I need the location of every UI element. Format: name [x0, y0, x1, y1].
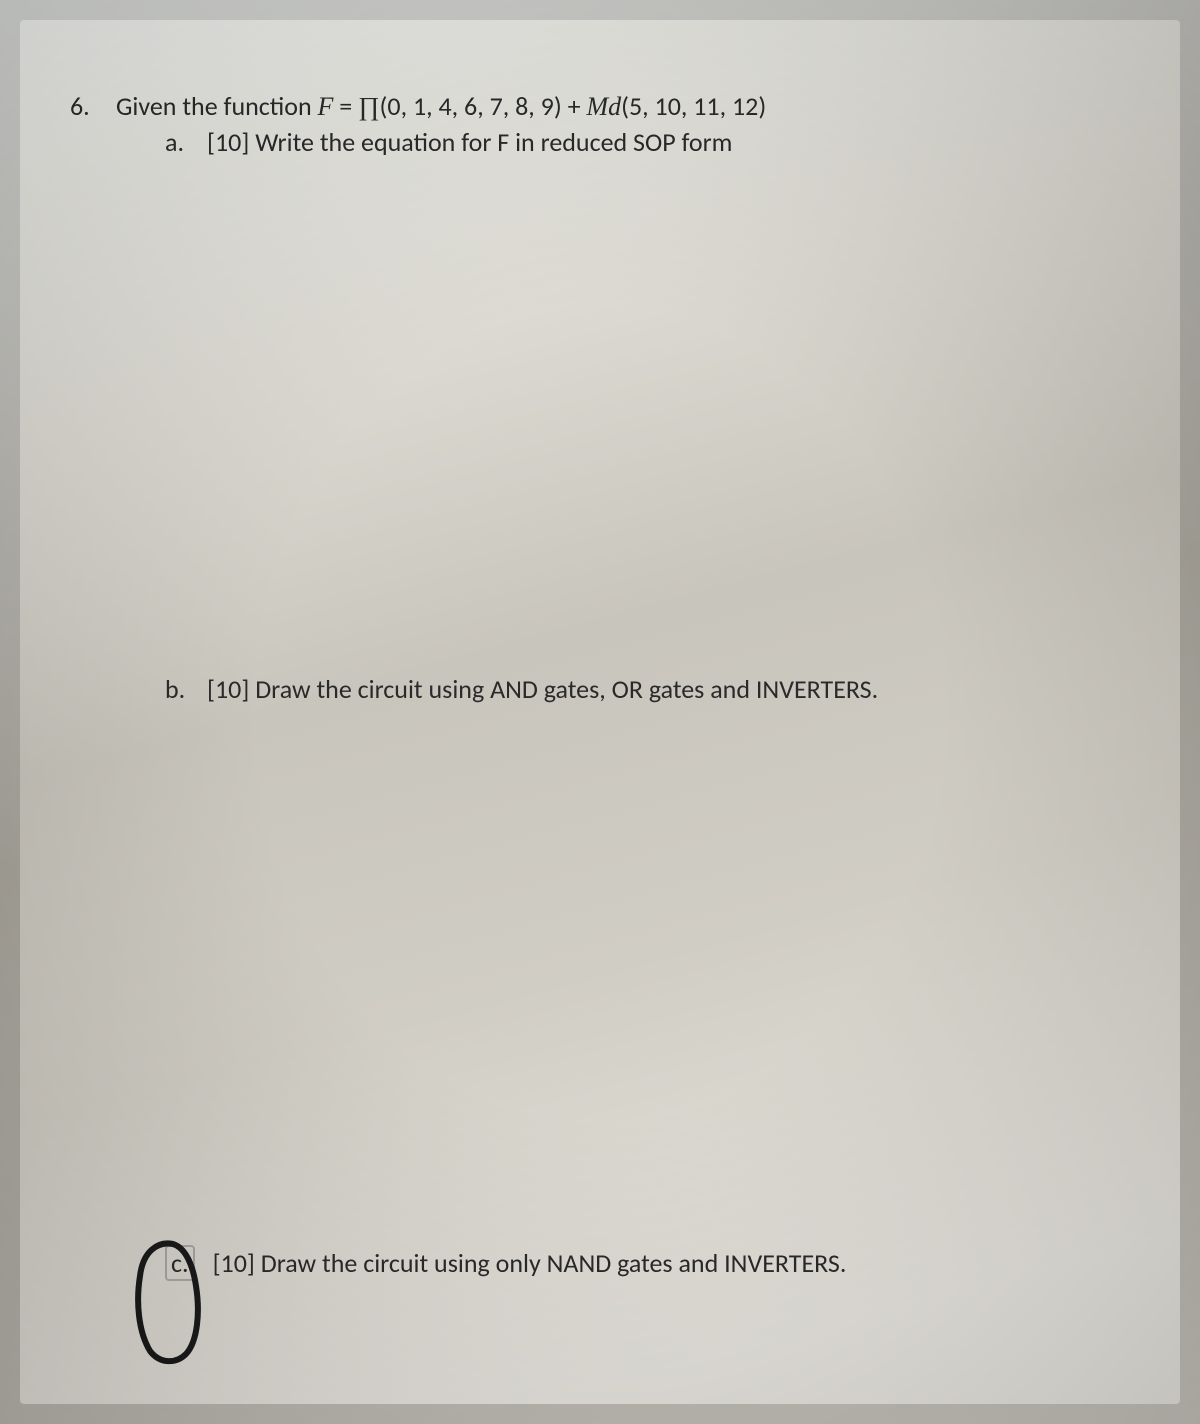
- part-c-points: [10]: [213, 1247, 255, 1279]
- part-a-points: [10]: [207, 126, 249, 158]
- dontcares-list: (5, 10, 11, 12): [621, 90, 766, 122]
- part-b-text: [10] Draw the circuit using AND gates, O…: [207, 673, 878, 705]
- part-b-body: Draw the circuit using AND gates, OR gat…: [249, 673, 878, 705]
- question-number: 6.: [70, 90, 98, 122]
- maxterms-list: (0, 1, 4, 6, 7, 8, 9) +: [380, 90, 587, 122]
- part-b-letter: b.: [165, 673, 189, 705]
- question-header: 6. Given the function F = ∏(0, 1, 4, 6, …: [70, 90, 1130, 122]
- part-a-body: Write the equation for F in reduced SOP …: [249, 126, 732, 158]
- part-a: a. [10] Write the equation for F in redu…: [165, 126, 1130, 158]
- md-label: Md: [586, 92, 621, 121]
- document-page: 6. Given the function F = ∏(0, 1, 4, 6, …: [20, 20, 1180, 1404]
- prompt-prefix: Given the function: [116, 90, 318, 122]
- function-variable: F: [318, 92, 334, 121]
- question-prompt: Given the function F = ∏(0, 1, 4, 6, 7, …: [116, 90, 766, 122]
- part-c-text: [10] Draw the circuit using only NAND ga…: [213, 1247, 847, 1279]
- part-c-body: Draw the circuit using only NAND gates a…: [255, 1247, 847, 1279]
- product-symbol: ∏: [358, 92, 379, 121]
- part-b: b. [10] Draw the circuit using AND gates…: [165, 673, 1130, 705]
- part-a-text: [10] Write the equation for F in reduced…: [207, 126, 732, 158]
- part-a-letter: a.: [165, 126, 189, 158]
- part-c: c. [10] Draw the circuit using only NAND…: [165, 1245, 1130, 1281]
- equals-sign: =: [333, 90, 358, 122]
- part-b-points: [10]: [207, 673, 249, 705]
- pen-circle-annotation: [128, 1236, 208, 1366]
